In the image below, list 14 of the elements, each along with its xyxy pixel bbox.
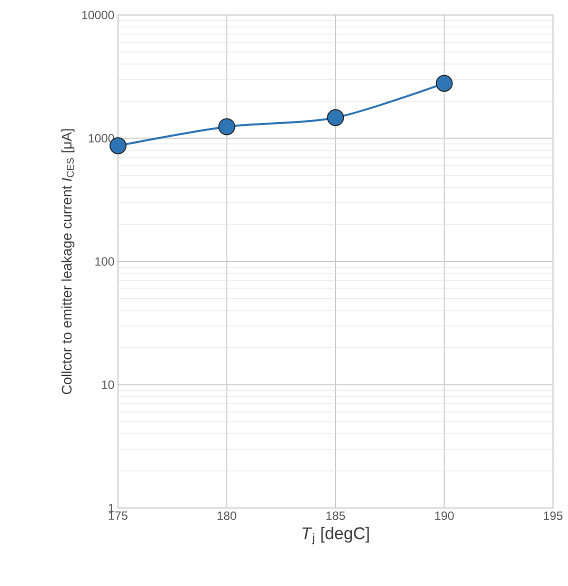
- x-tick-label: 175: [108, 512, 128, 520]
- x-tick-label: 190: [435, 512, 454, 520]
- y-axis-title: Collctor to emitter leakage current I$_{CES}$ [μA]: [61, 129, 74, 394]
- point: [327, 109, 344, 126]
- y-tick-label: 1: [108, 504, 114, 512]
- y-tick-label: 10000: [82, 10, 114, 20]
- x-axis-title: T$_{j}$ [degC]: [302, 526, 369, 544]
- y-tick-label: 100: [95, 257, 114, 266]
- point: [218, 118, 236, 136]
- x-tick-label: 195: [544, 512, 562, 520]
- x-tick-label: 185: [326, 512, 345, 520]
- x-tick-label: 180: [218, 512, 236, 520]
- point: [436, 74, 453, 92]
- y-tick-label: 10: [102, 380, 114, 389]
